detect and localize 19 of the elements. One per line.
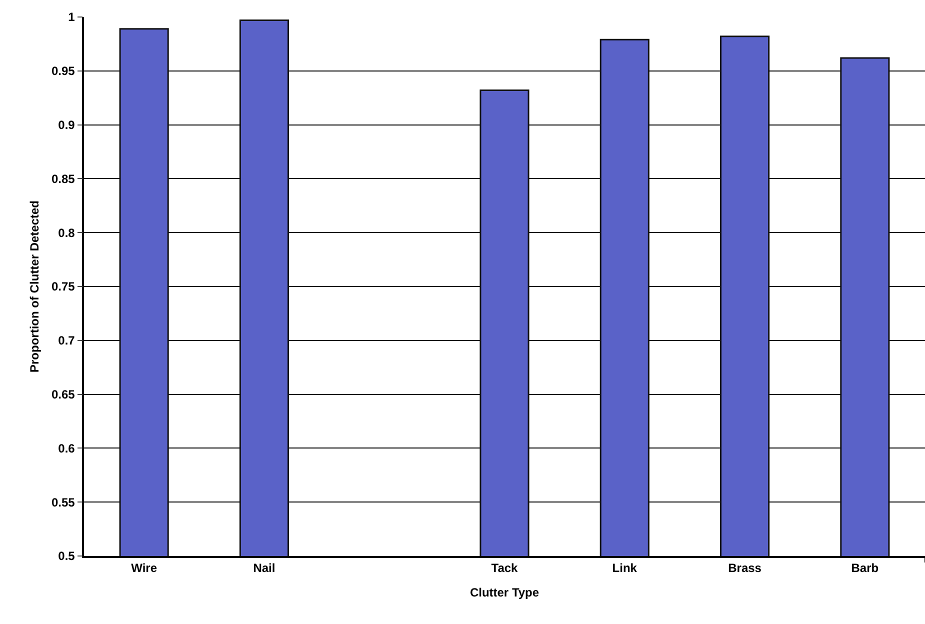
y-tick-label: 0.9 xyxy=(58,118,76,132)
x-tick-label: Wire xyxy=(131,561,158,576)
x-tick-label: Link xyxy=(612,561,638,576)
x-tick-label: Barb xyxy=(851,561,879,576)
y-tick-label: 0.55 xyxy=(51,495,76,510)
y-tick-label: 0.5 xyxy=(58,549,76,564)
y-tick-label: 0.85 xyxy=(51,172,76,186)
x-tick-label: Tack xyxy=(491,561,518,576)
y-tick-label: 0.95 xyxy=(51,64,76,78)
y-tick-label: 0.75 xyxy=(51,280,76,294)
x-tick-label: Brass xyxy=(728,561,762,576)
y-axis-title: Proportion of Clutter Detected xyxy=(27,200,42,373)
y-tick-label: 0.6 xyxy=(58,441,76,456)
y-tick-label: 1 xyxy=(68,10,76,24)
y-tick-label: 0.65 xyxy=(51,388,76,402)
x-tick-label: Nail xyxy=(253,561,276,576)
y-tick-label: 0.7 xyxy=(58,334,76,348)
y-tick-label: 0.8 xyxy=(58,226,76,240)
x-axis-title: Clutter Type xyxy=(470,586,540,600)
